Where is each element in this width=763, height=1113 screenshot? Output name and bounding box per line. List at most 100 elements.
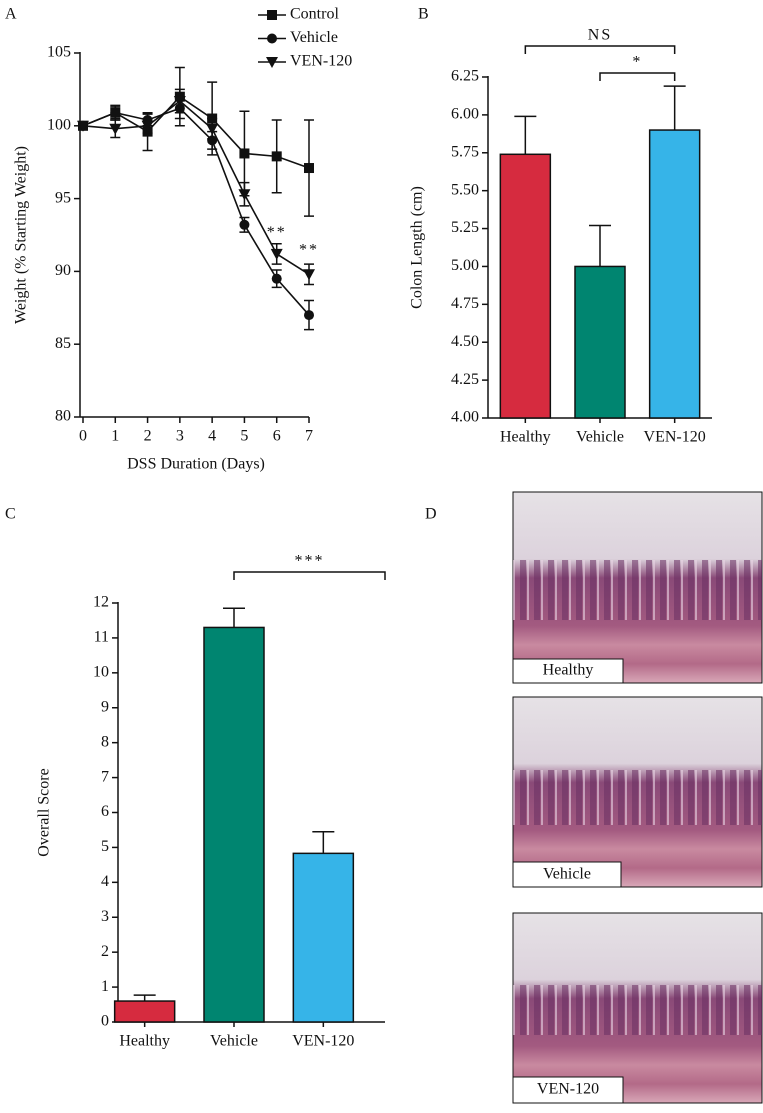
- bar: [499, 153, 552, 419]
- significance-bracket: [599, 72, 676, 81]
- y-tick-label: 5.50: [451, 181, 479, 198]
- error-bar: [312, 830, 335, 854]
- y-tick-label: 8: [101, 733, 109, 750]
- y-tick-label: 7: [101, 768, 109, 785]
- y-tick-label: 12: [93, 594, 109, 611]
- y-tick-label: 11: [94, 629, 109, 646]
- legend-label: VEN-120: [290, 53, 352, 70]
- y-tick-label: 6.25: [451, 68, 479, 85]
- x-tick-label: 1: [111, 428, 119, 445]
- series-line: [82, 95, 310, 169]
- marker: [271, 151, 282, 162]
- marker: [239, 148, 250, 159]
- marker: [206, 123, 219, 135]
- legend-marker: [266, 57, 278, 68]
- y-tick-label: 90: [55, 262, 71, 279]
- panel-letter: D: [425, 506, 437, 523]
- marker: [141, 120, 154, 132]
- y-tick-label: 10: [93, 664, 109, 681]
- error-bar: [514, 115, 537, 155]
- panel-letter: B: [418, 6, 429, 23]
- y-tick-label: 95: [55, 189, 71, 206]
- y-tick-label: 5.00: [451, 257, 479, 274]
- marker: [110, 107, 121, 118]
- significance-bracket: [233, 571, 386, 580]
- series-line: [82, 107, 310, 316]
- x-tick-label: 6: [273, 428, 281, 445]
- error-bar: [223, 607, 245, 628]
- legend-label: Control: [290, 6, 339, 23]
- legend-marker: [267, 33, 277, 44]
- x-axis-label: DSS Duration (Days): [127, 456, 265, 473]
- marker: [239, 219, 250, 230]
- histology-vehicle: Vehicle: [512, 696, 763, 888]
- legend-label: Vehicle: [290, 29, 338, 46]
- y-tick-label: 85: [55, 335, 71, 352]
- x-tick-label: Vehicle: [210, 1033, 258, 1050]
- panel-letter: C: [5, 506, 16, 523]
- x-tick-label: Vehicle: [576, 429, 624, 446]
- bar: [648, 129, 701, 419]
- x-tick-label: 5: [240, 428, 248, 445]
- error-bar: [663, 85, 686, 131]
- marker: [304, 163, 314, 174]
- series-line: [82, 100, 310, 275]
- y-tick-label: 5: [101, 838, 109, 855]
- x-tick-label: VEN-120: [292, 1033, 354, 1050]
- y-tick-label: 100: [47, 116, 71, 133]
- y-tick-label: 80: [55, 408, 71, 425]
- marker: [207, 135, 218, 146]
- marker: [238, 189, 251, 201]
- x-tick-label: 3: [176, 428, 184, 445]
- significance-label: *: [632, 54, 642, 71]
- marker: [270, 248, 283, 260]
- error-bar: [589, 224, 611, 267]
- error-bar: [133, 994, 156, 1002]
- y-tick-label: 9: [101, 698, 109, 715]
- y-axis-label: Colon Length (cm): [409, 186, 426, 309]
- annotation: **: [267, 224, 287, 241]
- y-tick-label: 4.75: [451, 295, 479, 312]
- image-label: Vehicle: [543, 866, 591, 883]
- histology-healthy: Healthy: [512, 491, 763, 684]
- bar: [113, 1000, 176, 1023]
- y-tick-label: 5.25: [451, 219, 479, 236]
- panel: B Colon Length (cm) 4.00 4.25 4.50 4.75 5.00 5.…: [409, 6, 712, 446]
- marker: [173, 96, 186, 108]
- marker: [304, 310, 314, 321]
- image-label: Healthy: [543, 662, 594, 679]
- image-label: VEN-120: [537, 1081, 599, 1098]
- marker: [77, 120, 89, 132]
- y-tick-label: 4.25: [451, 371, 479, 388]
- x-tick-label: 0: [79, 428, 87, 445]
- bar: [574, 265, 626, 419]
- y-tick-label: 6: [101, 803, 109, 820]
- y-axis-label: Weight (% Starting Weight): [13, 146, 30, 324]
- significance-label: NS: [588, 27, 612, 44]
- marker: [271, 273, 282, 284]
- annotation: **: [299, 242, 319, 259]
- x-tick-label: 2: [144, 428, 152, 445]
- y-tick-label: 1: [101, 978, 109, 995]
- x-tick-label: Healthy: [500, 429, 551, 446]
- panel-letter: A: [5, 6, 17, 23]
- y-tick-label: 5.75: [451, 143, 479, 160]
- x-tick-label: 7: [305, 428, 313, 445]
- significance-bracket: [524, 45, 676, 54]
- y-tick-label: 4.00: [451, 409, 479, 426]
- y-tick-label: 4: [101, 873, 109, 890]
- marker: [109, 123, 122, 135]
- bar: [292, 852, 355, 1023]
- y-tick-label: 105: [47, 44, 71, 61]
- legend-marker: [267, 10, 277, 20]
- histology-ven-120: VEN-120: [512, 912, 763, 1104]
- marker: [303, 269, 315, 281]
- y-tick-label: 6.00: [451, 106, 479, 123]
- y-tick-label: 2: [101, 943, 109, 960]
- y-tick-label: 4.50: [451, 333, 479, 350]
- bar: [203, 626, 265, 1023]
- y-tick-label: 0: [101, 1013, 109, 1030]
